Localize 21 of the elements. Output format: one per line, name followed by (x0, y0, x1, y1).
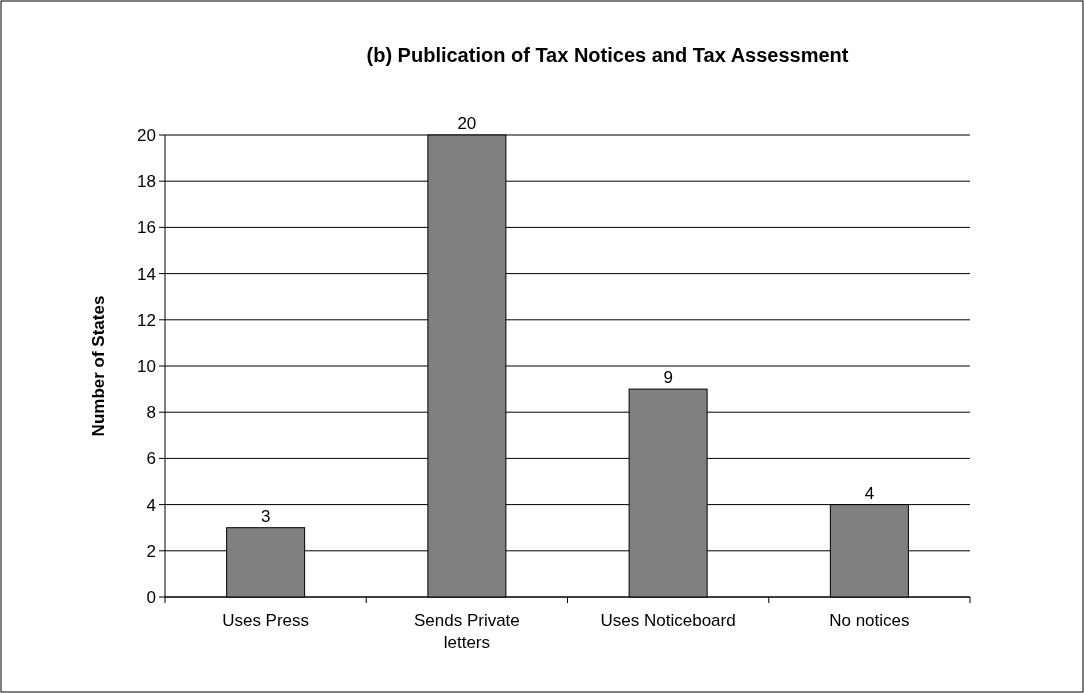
x-tick-label: Uses Press (222, 611, 310, 630)
y-tick-label: 12 (137, 310, 156, 330)
y-tick-label: 8 (146, 403, 156, 423)
y-axis-title: Number of States (89, 295, 108, 437)
y-tick-label: 20 (137, 125, 156, 145)
data-label: 3 (260, 506, 271, 526)
y-tick-label: 2 (146, 541, 156, 561)
y-tick-label: 4 (146, 495, 156, 515)
y-tick-label: 16 (137, 218, 156, 238)
x-tick-label: Sends Private letters (413, 611, 520, 652)
y-tick-label: 6 (146, 449, 156, 469)
y-tick-label: 18 (137, 172, 156, 192)
y-tick-label: 0 (146, 587, 156, 607)
data-label: 4 (864, 483, 875, 503)
x-tick-label: No notices (829, 611, 910, 630)
x-tick-label: Uses Noticeboard (600, 611, 736, 630)
chart-title: (b) Publication of Tax Notices and Tax Assessment (366, 44, 849, 66)
y-tick-label: 14 (137, 264, 156, 284)
y-tick-label: 10 (137, 356, 156, 376)
data-label: 9 (663, 368, 673, 388)
data-label: 20 (457, 114, 477, 133)
